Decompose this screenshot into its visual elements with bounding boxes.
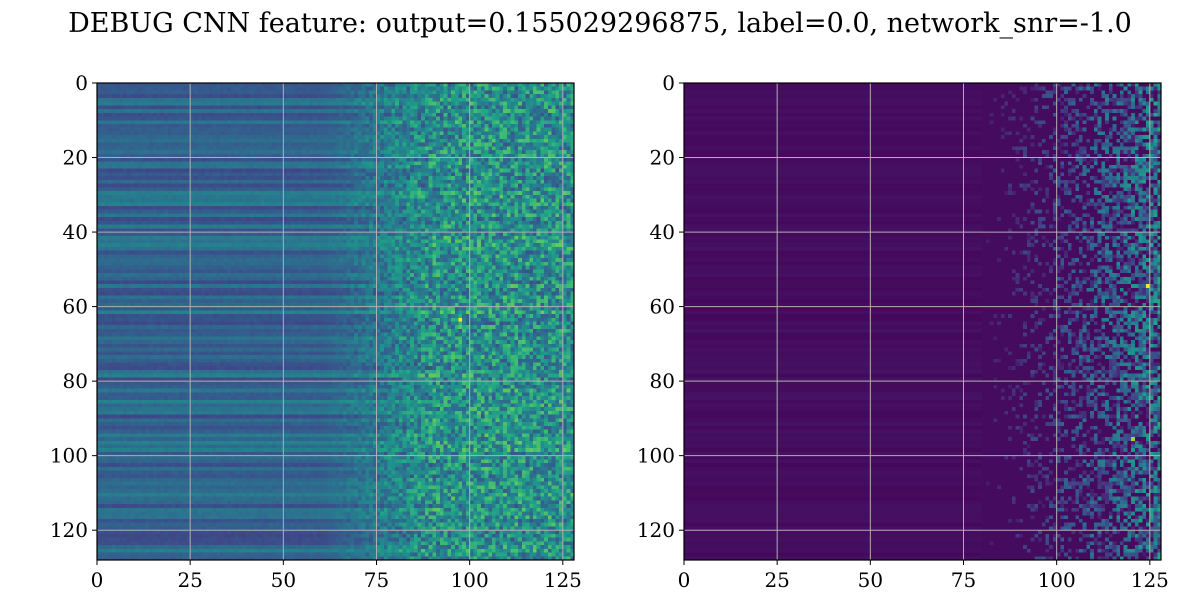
x-tick-label: 75 (364, 568, 389, 592)
y-tick-label: 40 (63, 220, 88, 244)
x-tick-label: 25 (764, 568, 789, 592)
y-tick-label: 80 (650, 369, 675, 393)
x-tick-label: 0 (91, 568, 104, 592)
figure-title: DEBUG CNN feature: output=0.155029296875… (68, 8, 1132, 39)
x-tick-label: 0 (678, 568, 691, 592)
x-tick-label: 50 (858, 568, 883, 592)
y-tick-label: 20 (650, 146, 675, 170)
y-tick-label: 100 (50, 444, 88, 468)
x-tick-label: 125 (544, 568, 582, 592)
y-tick-label: 40 (650, 220, 675, 244)
y-tick-label: 100 (637, 444, 675, 468)
heatmap-image (684, 83, 1161, 560)
heatmap-panel-right: 0 25 50 75 100 125 0 20 40 60 80 100 120 (637, 71, 1169, 592)
heatmap-image (97, 83, 574, 560)
x-tick-label: 100 (1038, 568, 1076, 592)
y-tick-label: 60 (63, 295, 88, 319)
x-tick-label: 100 (451, 568, 489, 592)
y-tick-label: 60 (650, 295, 675, 319)
y-tick-label: 120 (637, 518, 675, 542)
heatmap-panel-left: 0 25 50 75 100 125 0 20 40 60 80 100 120 (50, 71, 582, 592)
x-tick-label: 25 (177, 568, 202, 592)
axes-frame (683, 82, 1162, 561)
y-tick-label: 80 (63, 369, 88, 393)
y-tick-label: 20 (63, 146, 88, 170)
x-tick-label: 125 (1131, 568, 1169, 592)
y-tick-label: 0 (75, 71, 88, 95)
y-tick-label: 0 (662, 71, 675, 95)
x-tick-label: 50 (271, 568, 296, 592)
x-tick-label: 75 (951, 568, 976, 592)
axes-frame (96, 82, 575, 561)
y-tick-label: 120 (50, 518, 88, 542)
